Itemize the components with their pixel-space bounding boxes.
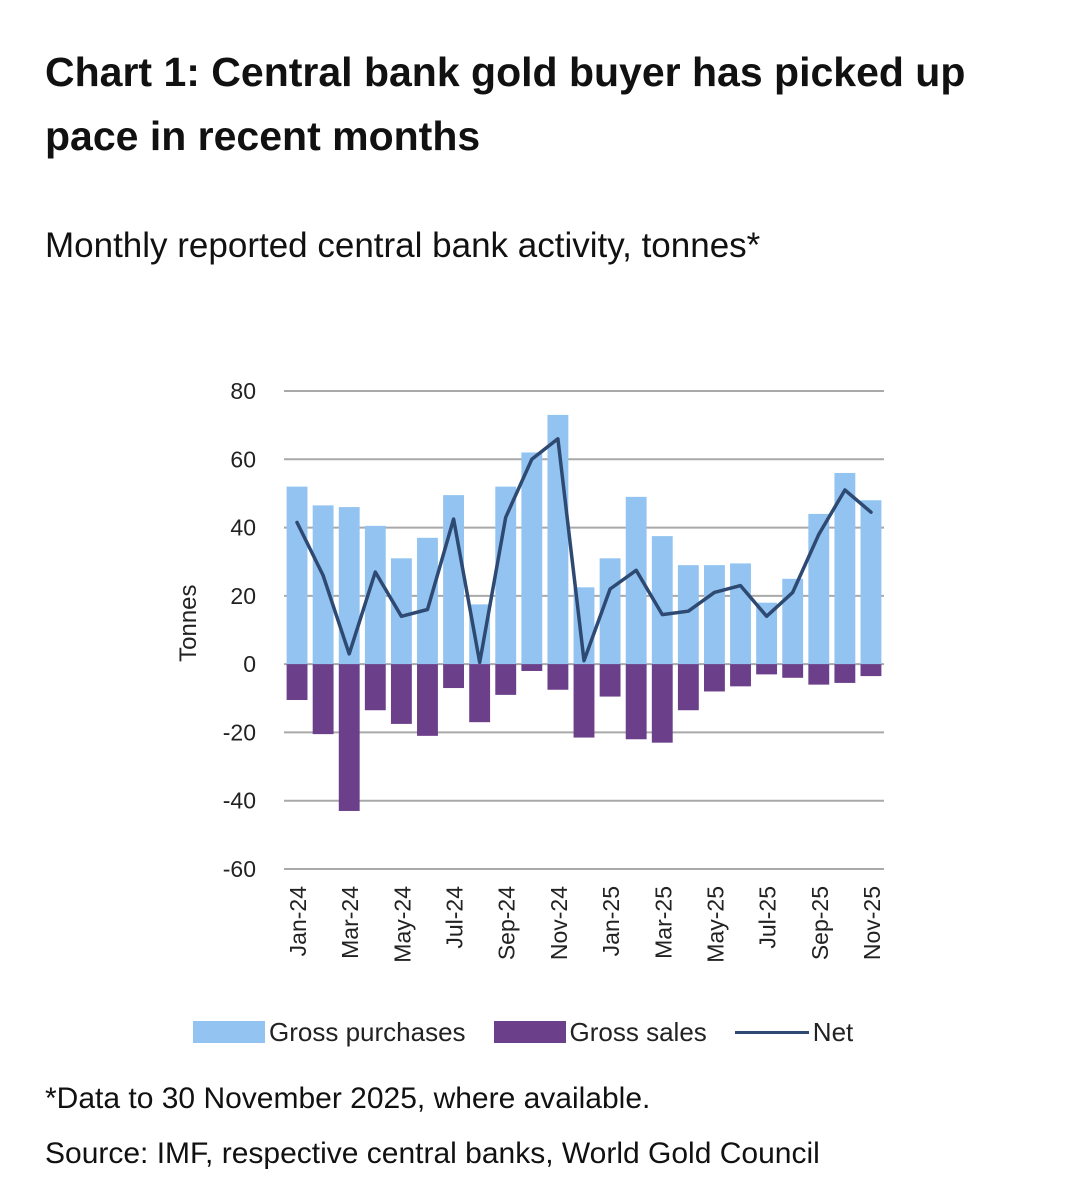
- purchase-bar: [469, 604, 491, 665]
- sales-bar: [599, 664, 621, 697]
- legend-item-net: Net: [734, 1016, 854, 1048]
- purchase-bar: [860, 500, 882, 665]
- purchase-bar: [677, 565, 699, 665]
- y-tick-label: 20: [230, 583, 256, 609]
- y-tick-label: -60: [223, 856, 256, 882]
- sales-bar: [547, 664, 569, 690]
- x-tick-label: Jan-24: [285, 886, 311, 957]
- legend-label-net: Net: [812, 1016, 854, 1047]
- y-tick-label: 60: [230, 446, 256, 472]
- purchase-bar: [521, 452, 543, 665]
- x-tick-label: Nov-24: [546, 886, 572, 960]
- x-tick-label: Nov-25: [859, 886, 885, 960]
- chart-subtitle: Monthly reported central bank activity, …: [45, 226, 761, 265]
- purchases-swatch: [193, 1021, 265, 1043]
- footnote: *Data to 30 November 2025, where availab…: [45, 1082, 651, 1115]
- sales-bar: [286, 664, 308, 700]
- sales-bar: [469, 664, 491, 723]
- chart-canvas: 80 60 40 20 0 -20 -40 -60 Tonnes Jan-24 Mar-24 May-…: [175, 378, 885, 963]
- sales-bar: [312, 664, 334, 735]
- legend-item-sales: Gross sales: [493, 1016, 707, 1048]
- x-tick-label: May-25: [702, 886, 728, 963]
- legend-label-purchases: Gross purchases: [269, 1016, 466, 1047]
- x-tick-label: Mar-25: [650, 886, 676, 959]
- legend-item-purchases: Gross purchases: [193, 1017, 466, 1048]
- purchase-bar: [417, 537, 438, 665]
- purchase-bar: [651, 536, 673, 665]
- y-tick-label: -20: [223, 719, 256, 745]
- chart-legend: Gross purchases Gross sales Net: [193, 1012, 881, 1052]
- sales-bar: [364, 664, 386, 711]
- sales-bar: [730, 664, 751, 687]
- sales-bar: [651, 664, 673, 743]
- sales-swatch: [493, 1021, 566, 1043]
- sales-bar: [704, 664, 725, 692]
- purchase-bar: [625, 496, 647, 665]
- sales-bar: [573, 664, 595, 738]
- x-tick-label: Sep-25: [807, 886, 833, 960]
- purchase-bar: [704, 565, 725, 665]
- purchase-bar: [338, 507, 360, 665]
- sales-bar: [495, 664, 517, 695]
- x-tick-label: Jul-24: [442, 886, 468, 949]
- purchase-bar: [730, 563, 751, 665]
- y-tick-label: 80: [230, 378, 256, 404]
- sales-bar: [834, 664, 856, 683]
- source-note: Source: IMF, respective central banks, W…: [45, 1137, 820, 1170]
- sales-bar: [417, 664, 438, 736]
- y-axis-title: Tonnes: [175, 584, 202, 661]
- purchase-bar: [834, 472, 856, 665]
- sales-bar: [625, 664, 647, 740]
- y-tick-label: -40: [223, 788, 256, 814]
- x-tick-label: May-24: [389, 886, 415, 963]
- sales-bar: [338, 664, 360, 811]
- chart-title: Chart 1: Central bank gold buyer has pic…: [45, 49, 966, 159]
- y-tick-label: 40: [230, 515, 256, 541]
- sales-bar: [521, 664, 543, 671]
- legend-label-sales: Gross sales: [569, 1016, 707, 1047]
- purchase-bar: [808, 513, 830, 665]
- x-tick-label: Mar-24: [337, 886, 363, 959]
- net-line-swatch: [734, 1030, 809, 1034]
- x-tick-label: Jan-25: [598, 886, 624, 956]
- purchase-bar: [364, 525, 386, 665]
- sales-bar: [677, 664, 699, 711]
- sales-bar: [756, 664, 778, 675]
- purchase-bar: [312, 505, 334, 665]
- sales-bar: [443, 664, 464, 689]
- x-tick-label: Jul-25: [755, 886, 781, 949]
- purchase-bar: [390, 558, 412, 665]
- sales-bar: [390, 664, 412, 724]
- purchase-bar: [782, 578, 804, 665]
- sales-bar: [808, 664, 830, 685]
- sales-bar: [782, 664, 804, 678]
- sales-bar: [860, 664, 882, 677]
- y-tick-label: 0: [243, 651, 256, 677]
- x-tick-label: Sep-24: [494, 886, 520, 960]
- purchase-bar: [756, 602, 778, 665]
- purchase-bar: [286, 486, 308, 665]
- purchase-bar: [495, 486, 517, 665]
